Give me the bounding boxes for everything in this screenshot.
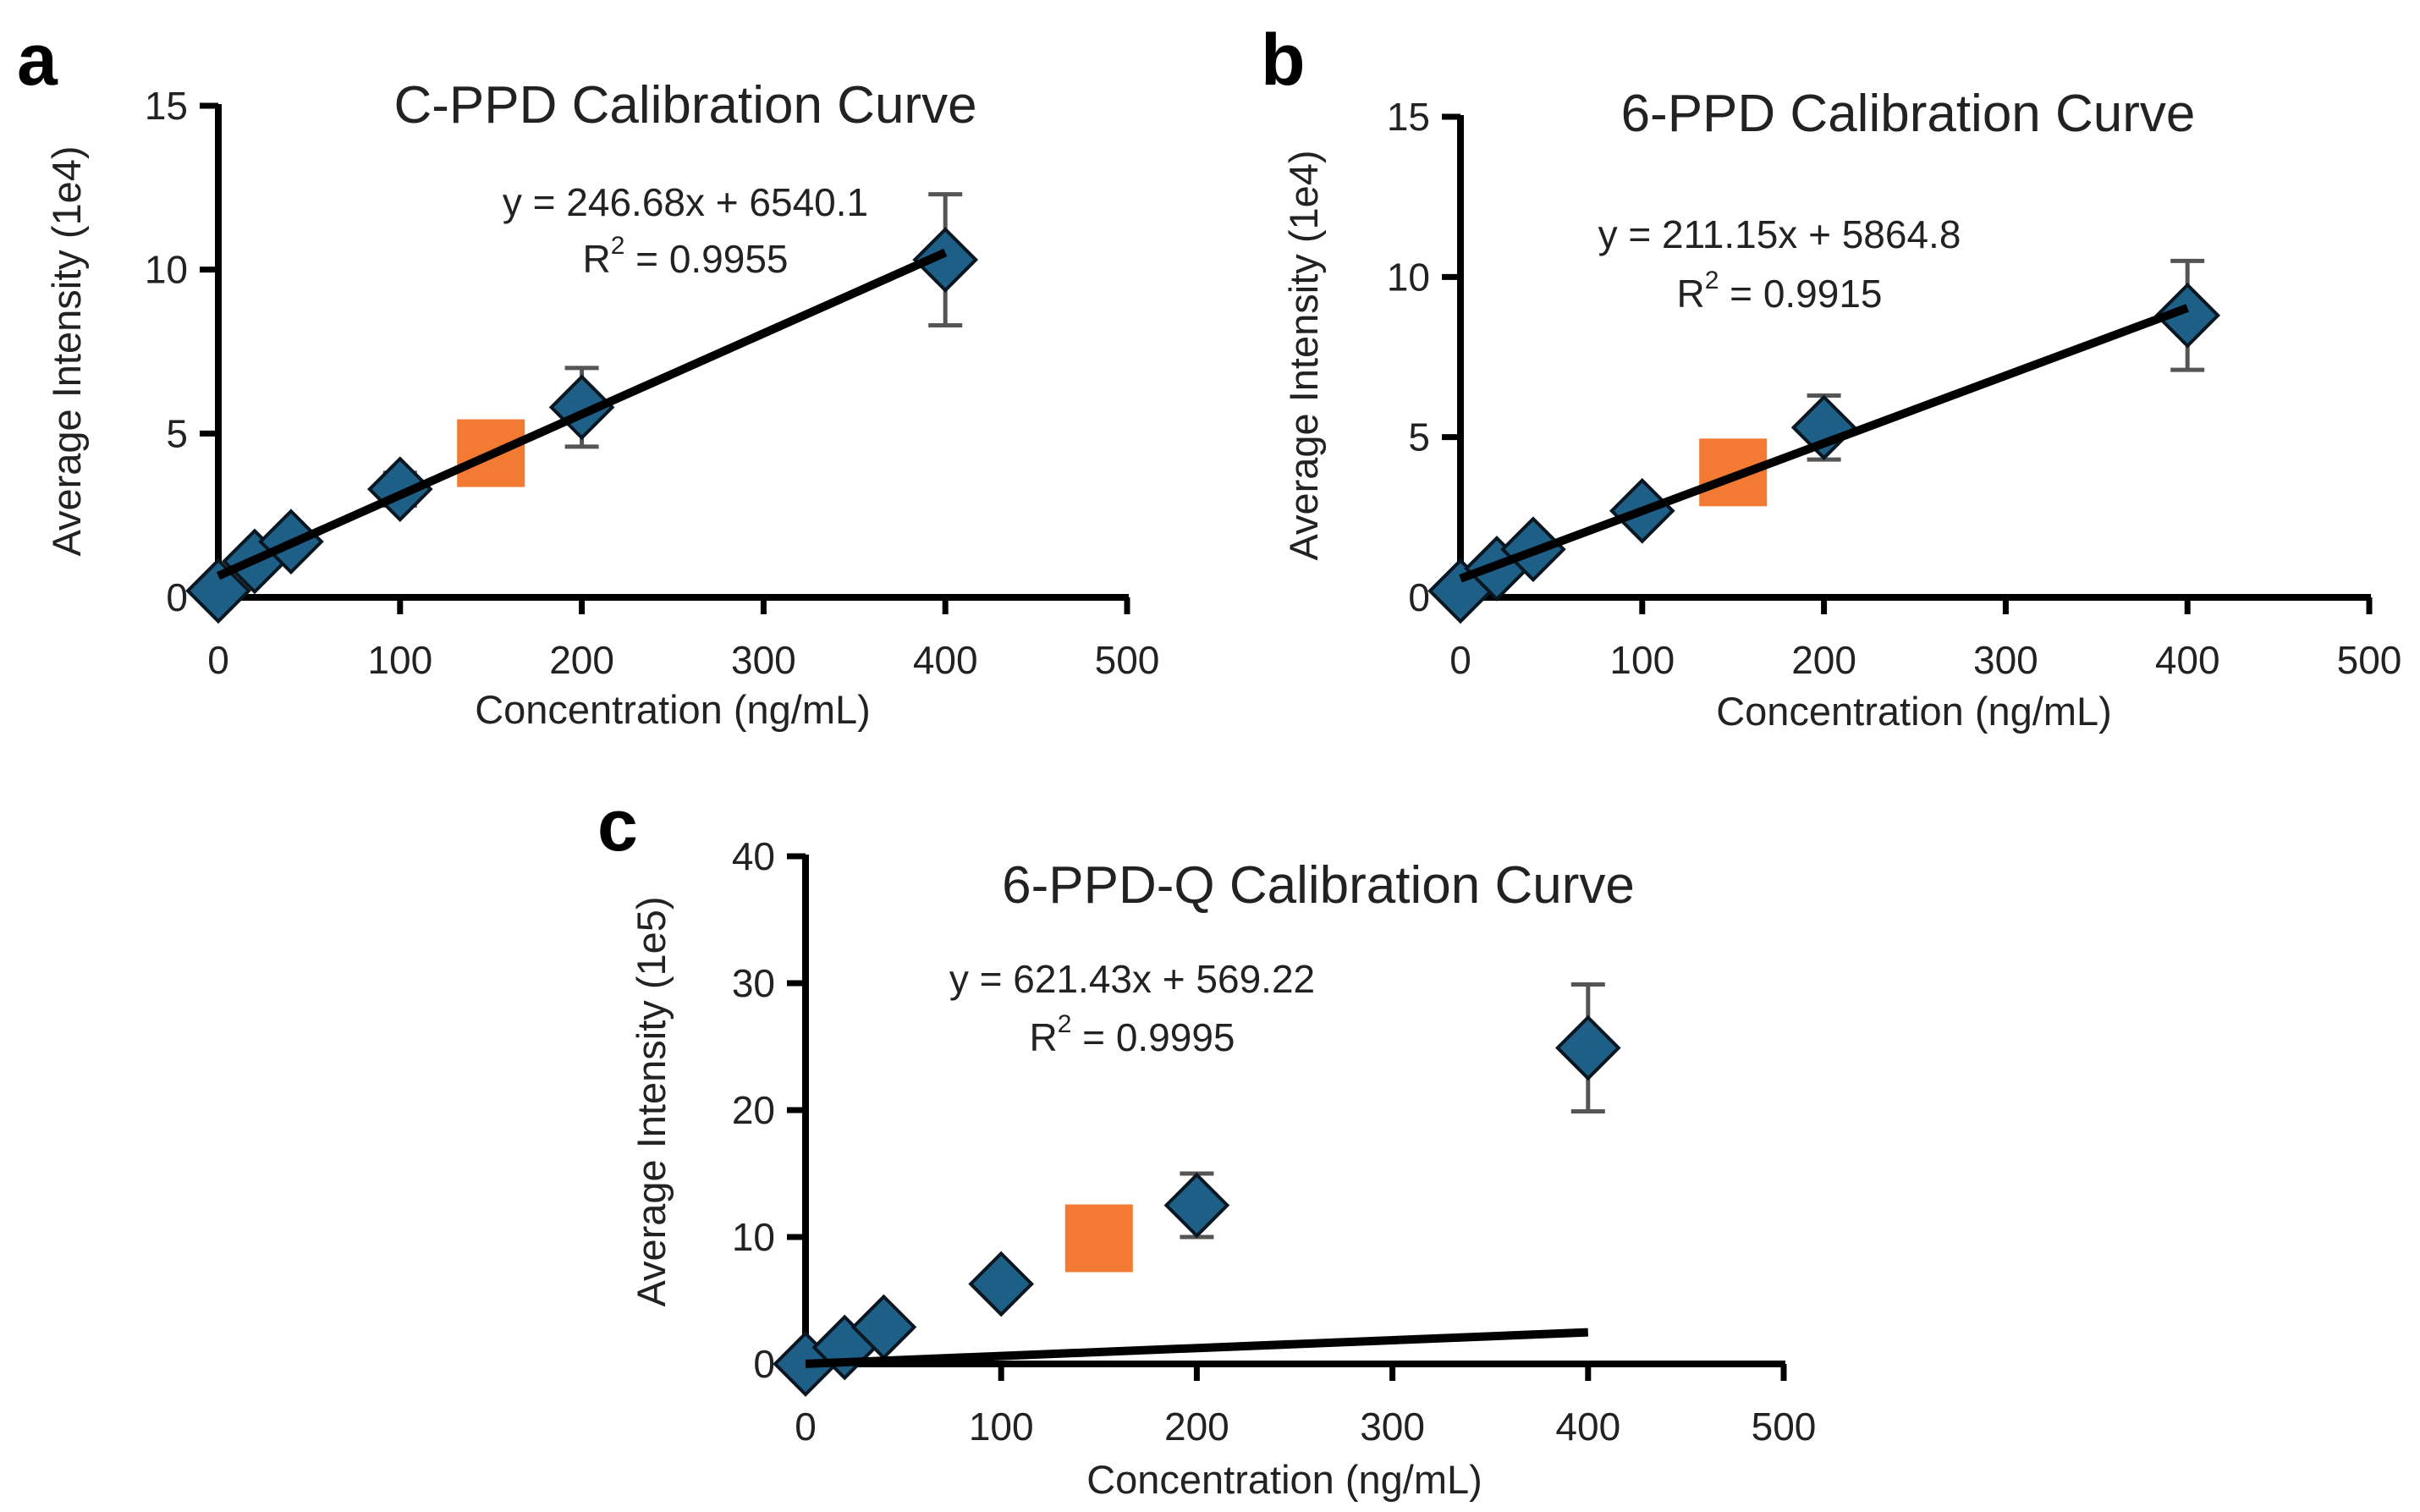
regression-line (805, 1328, 1589, 1368)
y-tick-label: 10 (145, 248, 188, 292)
standard-point (968, 1251, 1035, 1317)
chart-panel-a: a C-PPD Calibration Curve 0 5 10 15 0 100 200 300… (17, 19, 1159, 732)
chart-title: 6-PPD Calibration Curve (1621, 85, 2196, 143)
standard-point (185, 558, 251, 624)
r-squared-value: = 0.9955 (624, 237, 788, 281)
y-tick-label: 20 (732, 1088, 775, 1132)
regression-line (1459, 304, 2189, 583)
standard-point (1554, 1014, 1621, 1081)
y-axis-label: Average Intensity (1e5) (629, 896, 674, 1306)
r-squared-symbol: R (1029, 1015, 1057, 1059)
r-squared: R2 = 0.9915 (1676, 267, 1882, 316)
x-axis-label: Concentration (ng/mL) (1086, 1457, 1482, 1502)
regression-equation: y = 621.43x + 569.22 (949, 957, 1315, 1001)
x-tick-label: 0 (1449, 638, 1471, 682)
x-tick-label: 100 (367, 638, 432, 682)
x-tick-label: 0 (207, 638, 229, 682)
y-axis-label: Average Intensity (1e4) (1281, 150, 1326, 560)
x-tick-label: 100 (1609, 638, 1675, 682)
x-tick-label: 500 (1752, 1405, 1817, 1449)
r-squared-symbol: R (1676, 272, 1704, 316)
r-squared-superscript: 2 (1705, 267, 1719, 294)
x-tick-label: 400 (1555, 1405, 1620, 1449)
y-tick-label: 0 (753, 1342, 775, 1386)
x-tick-label: 500 (2337, 638, 2402, 682)
y-tick-label: 40 (732, 834, 775, 878)
regression-line (216, 248, 948, 580)
x-tick-label: 300 (731, 638, 796, 682)
y-tick-label: 0 (1408, 575, 1430, 619)
r-squared-superscript: 2 (1058, 1010, 1072, 1038)
standard-point (1790, 394, 1857, 461)
x-tick-label: 200 (1791, 638, 1856, 682)
y-tick-label: 5 (166, 411, 188, 455)
standard-point (2154, 282, 2221, 349)
y-tick-label: 15 (1387, 95, 1430, 139)
standard-point (1163, 1172, 1230, 1239)
r-squared-value: = 0.9915 (1719, 272, 1882, 316)
chart-title: C-PPD Calibration Curve (393, 76, 976, 135)
r-squared: R2 = 0.9955 (582, 232, 788, 281)
panel-letter: c (597, 785, 638, 866)
x-axis-label: Concentration (ng/mL) (1716, 689, 2112, 734)
x-tick-label: 200 (1164, 1405, 1229, 1449)
y-tick-label: 5 (1408, 415, 1430, 459)
y-tick-label: 0 (166, 575, 188, 619)
y-tick-label: 10 (732, 1215, 775, 1259)
x-tick-label: 100 (969, 1405, 1034, 1449)
x-tick-label: 200 (549, 638, 614, 682)
regression-equation: y = 246.68x + 6540.1 (503, 180, 868, 224)
r-squared: R2 = 0.9995 (1029, 1010, 1235, 1059)
x-axis-label: Concentration (ng/mL) (475, 687, 871, 732)
panel-letter: b (1261, 19, 1306, 101)
x-tick-label: 0 (795, 1405, 817, 1449)
x-tick-label: 400 (2155, 638, 2220, 682)
chart-panel-b: b 6-PPD Calibration Curve 0 5 10 15 0 100 200 300… (1261, 19, 2401, 734)
panel-letter: a (17, 19, 58, 101)
r-squared-value: = 0.9995 (1071, 1015, 1235, 1059)
y-axis-label: Average Intensity (1e4) (44, 146, 89, 556)
r-squared-symbol: R (582, 237, 610, 281)
r-squared-superscript: 2 (611, 232, 625, 260)
y-tick-label: 30 (732, 961, 775, 1005)
x-tick-label: 500 (1095, 638, 1160, 682)
standard-point (912, 227, 979, 293)
y-tick-label: 15 (145, 84, 188, 128)
chart-title: 6-PPD-Q Calibration Curve (1002, 856, 1635, 915)
x-tick-label: 300 (1973, 638, 2038, 682)
x-tick-label: 300 (1360, 1405, 1425, 1449)
unknown-sample-marker (1064, 1204, 1133, 1273)
x-tick-label: 400 (913, 638, 978, 682)
y-tick-label: 10 (1387, 255, 1430, 299)
regression-equation: y = 211.15x + 5864.8 (1598, 212, 1961, 256)
